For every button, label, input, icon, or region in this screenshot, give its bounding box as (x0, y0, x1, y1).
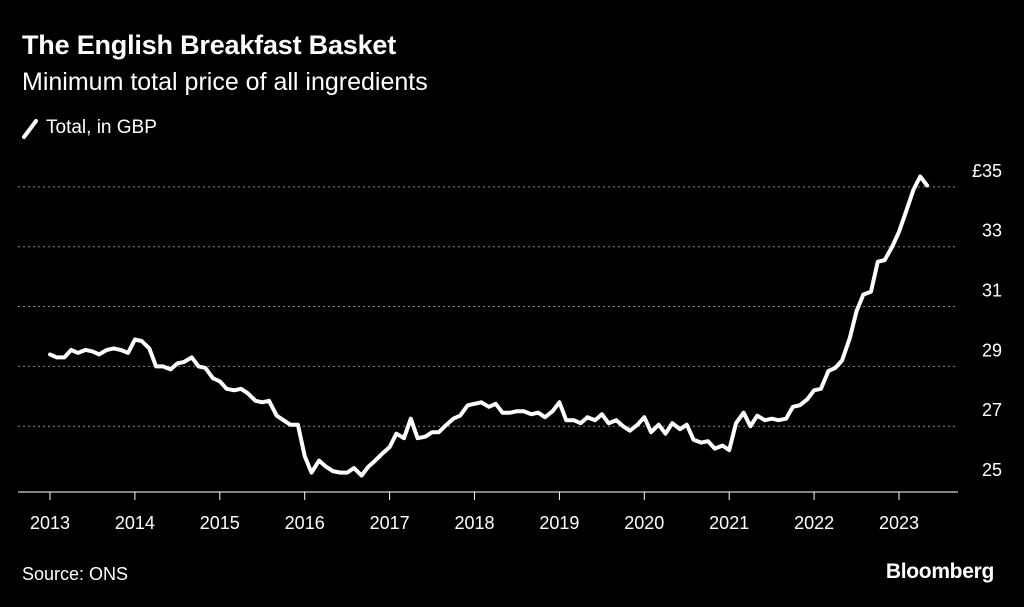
legend-swatch-icon (22, 119, 38, 139)
x-tick-label-2017: 2017 (370, 513, 410, 533)
x-tick-label-2023: 2023 (879, 513, 919, 533)
x-tick-label-2020: 2020 (624, 513, 664, 533)
y-tick-label-35: £35 (972, 161, 1002, 181)
x-tick-label-2021: 2021 (709, 513, 749, 533)
y-tick-label-33: 33 (982, 221, 1002, 241)
legend: Total, in GBP (22, 117, 157, 139)
chart-title: The English Breakfast Basket (22, 30, 397, 60)
x-axis-ticks: 2013 2014 2015 2016 2017 2018 2019 2020 2021 2022… (30, 492, 919, 533)
x-tick-label-2022: 2022 (794, 513, 834, 533)
legend-label: Total, in GBP (46, 117, 157, 138)
x-tick-label-2018: 2018 (454, 513, 494, 533)
y-tick-label-31: 31 (982, 281, 1002, 301)
chart-subtitle: Minimum total price of all ingredients (22, 68, 428, 96)
x-tick-label-2013: 2013 (30, 513, 70, 533)
series-line-total (48, 174, 929, 478)
y-tick-label-27: 27 (982, 400, 1002, 420)
y-axis-labels: 25 27 29 31 33 £35 (972, 161, 1002, 480)
y-tick-label-25: 25 (982, 460, 1002, 480)
x-tick-label-2019: 2019 (539, 513, 579, 533)
x-tick-label-2014: 2014 (115, 513, 155, 533)
x-tick-label-2016: 2016 (285, 513, 325, 533)
source-note: Source: ONS (22, 564, 129, 584)
x-tick-label-2015: 2015 (200, 513, 240, 533)
y-tick-label-29: 29 (982, 340, 1002, 360)
bloomberg-logo: Bloomberg (885, 560, 994, 583)
